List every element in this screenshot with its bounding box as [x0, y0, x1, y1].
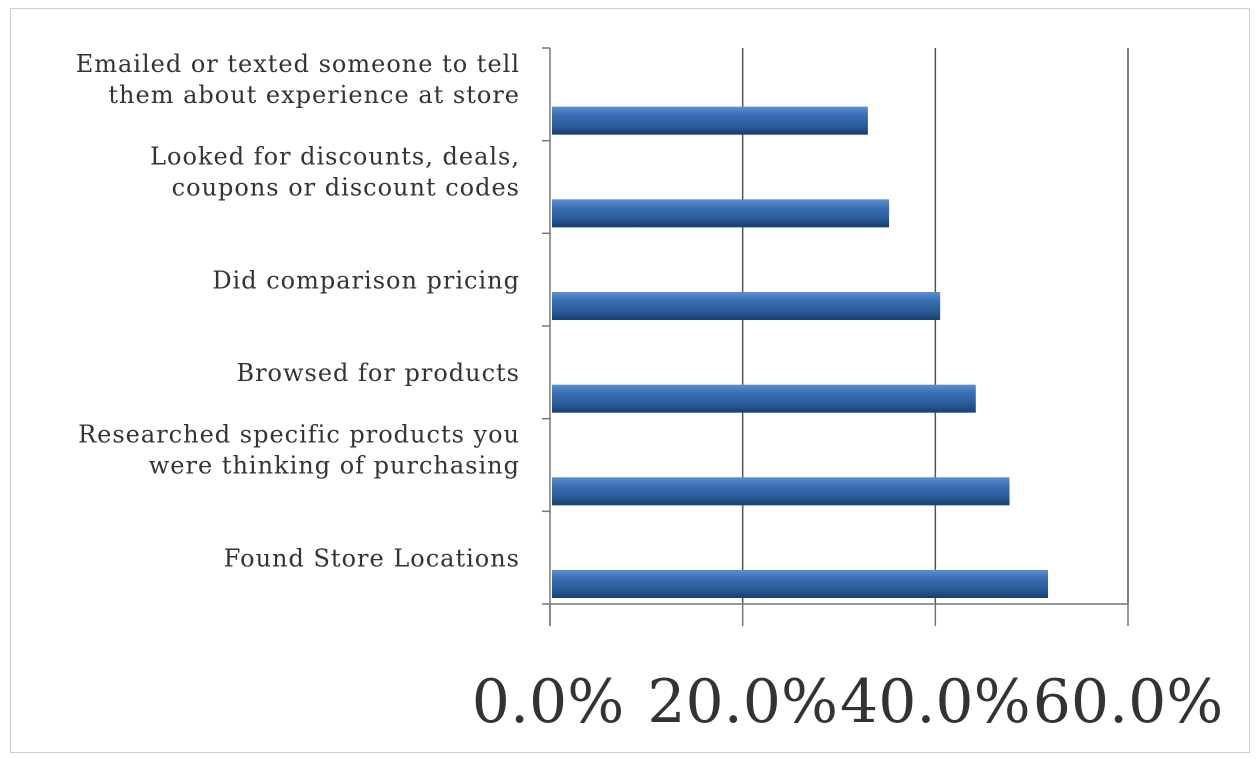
bar — [552, 477, 1010, 506]
bars — [552, 106, 1049, 598]
x-tick-label: 40.0% — [840, 667, 1031, 737]
bar — [552, 384, 976, 413]
x-tick-label: 60.0% — [1033, 667, 1224, 737]
bar — [552, 570, 1049, 598]
category-label: Did comparison pricing — [212, 266, 520, 294]
x-tick-label: 0.0% — [472, 667, 624, 737]
category-label: Emailed or texted someone to tell — [76, 50, 520, 78]
category-label: Looked for discounts, deals, — [150, 143, 520, 171]
x-tick-label: 20.0% — [647, 667, 838, 737]
chart-frame — [10, 8, 1250, 753]
axes — [542, 47, 1129, 626]
category-labels: Emailed or texted someone to tell them ab… — [76, 50, 520, 572]
gridlines — [741, 48, 1129, 604]
x-tick-labels: 0.0% 20.0% 40.0% 60.0% — [472, 667, 1224, 737]
category-label: coupons or discount codes — [172, 174, 520, 202]
category-label: Browsed for products — [236, 359, 520, 387]
bar — [552, 106, 868, 135]
bar — [552, 292, 941, 320]
category-label: Found Store Locations — [224, 544, 520, 572]
category-label: them about experience at store — [108, 81, 520, 109]
category-label: Researched specific products you — [78, 421, 520, 449]
category-label: were thinking of purchasing — [149, 452, 520, 480]
bar — [552, 199, 890, 228]
